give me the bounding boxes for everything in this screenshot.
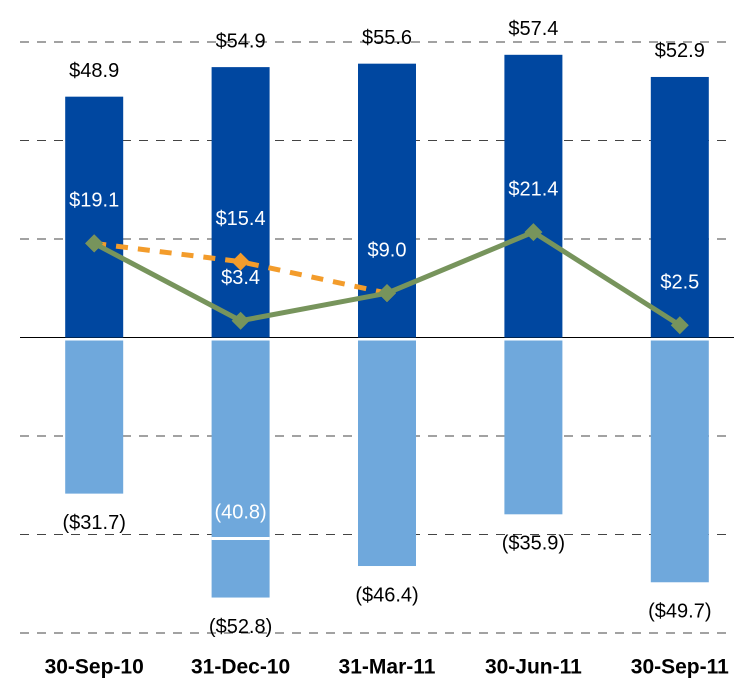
value-label: ($31.7) [63, 512, 126, 534]
value-label: $9.0 [368, 239, 407, 261]
value-label: ($46.4) [355, 584, 418, 606]
value-label: ($49.7) [648, 601, 711, 623]
line-marker [524, 223, 543, 242]
line-marker [231, 311, 250, 330]
bar [65, 340, 124, 494]
value-label: $15.4 [216, 208, 266, 230]
value-label: $54.9 [216, 30, 266, 52]
value-label: $21.4 [508, 178, 558, 200]
bar [650, 340, 709, 583]
line-marker [231, 252, 250, 271]
value-label: $2.5 [660, 271, 699, 293]
bar [211, 67, 270, 338]
x-tick-label: 31-Dec-10 [191, 656, 290, 679]
line-marker [378, 284, 396, 303]
line-marker [670, 316, 689, 335]
x-tick-label: 30-Sep-10 [45, 656, 144, 679]
marker-label: (40.8) [214, 502, 266, 524]
x-tick-label: 30-Jun-11 [485, 656, 582, 679]
value-label: $3.4 [221, 267, 260, 289]
bar [211, 340, 270, 598]
bar [504, 54, 563, 338]
x-tick-label: 30-Sep-11 [631, 656, 729, 679]
line [93, 240, 388, 296]
x-tick-label: 31-Mar-11 [339, 656, 436, 679]
value-label: ($52.8) [209, 616, 272, 638]
bar [504, 340, 563, 515]
value-label: $55.6 [362, 27, 412, 49]
value-label: $19.1 [69, 190, 119, 212]
value-label: ($35.9) [502, 533, 565, 555]
line-marker [85, 234, 104, 253]
value-label: $48.9 [69, 60, 119, 82]
value-label: $57.4 [508, 18, 558, 40]
bar [650, 76, 709, 338]
bar [358, 340, 416, 567]
value-label: $52.9 [655, 40, 705, 62]
bar [65, 96, 124, 338]
